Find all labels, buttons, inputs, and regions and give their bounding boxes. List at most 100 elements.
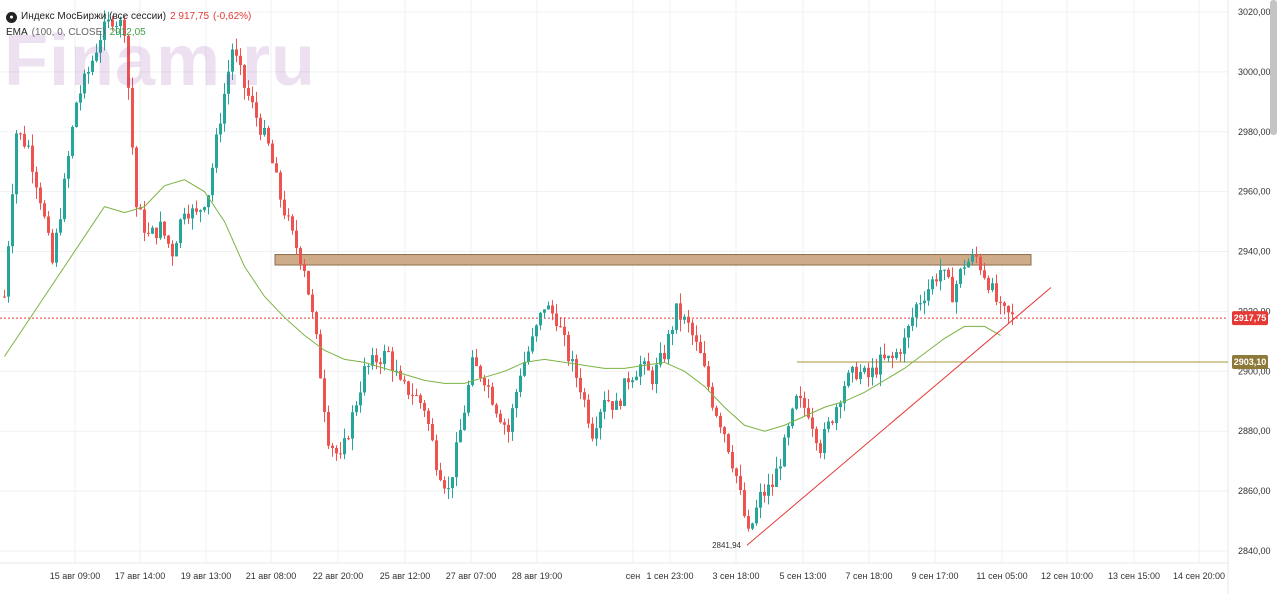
candle-body[interactable] [655, 364, 658, 384]
candle-body[interactable] [519, 375, 522, 392]
candle-body[interactable] [459, 429, 462, 443]
candle-body[interactable] [263, 127, 266, 135]
candle-body[interactable] [567, 335, 570, 362]
candle-body[interactable] [607, 399, 610, 402]
candle-body[interactable] [987, 277, 990, 291]
candle-body[interactable] [179, 219, 182, 244]
candle-body[interactable] [375, 355, 378, 363]
candle-body[interactable] [303, 264, 306, 272]
candle-body[interactable] [531, 336, 534, 352]
candle-body[interactable] [675, 303, 678, 330]
candle-body[interactable] [239, 55, 242, 66]
candle-body[interactable] [107, 19, 110, 22]
candle-body[interactable] [539, 312, 542, 326]
candle-body[interactable] [247, 87, 250, 96]
candle-body[interactable] [451, 477, 454, 489]
candle-body[interactable] [883, 354, 886, 359]
candle-body[interactable] [559, 326, 562, 328]
candle-body[interactable] [975, 254, 978, 257]
candle-body[interactable] [947, 269, 950, 277]
candle-body[interactable] [119, 19, 122, 27]
candle-body[interactable] [431, 423, 434, 441]
candle-body[interactable] [219, 123, 222, 135]
candle-body[interactable] [1011, 312, 1014, 315]
candle-body[interactable] [99, 40, 102, 53]
candle-body[interactable] [807, 407, 810, 418]
candle-body[interactable] [315, 312, 318, 335]
candle-body[interactable] [803, 398, 806, 408]
candle-body[interactable] [823, 429, 826, 454]
candle-body[interactable] [759, 491, 762, 508]
candle-body[interactable] [207, 195, 210, 208]
candle-body[interactable] [463, 412, 466, 430]
candle-body[interactable] [843, 385, 846, 404]
candle-body[interactable] [859, 371, 862, 380]
candle-body[interactable] [211, 167, 214, 196]
candle-body[interactable] [7, 246, 10, 297]
candle-body[interactable] [123, 19, 126, 36]
candle-body[interactable] [351, 412, 354, 439]
candle-body[interactable] [183, 213, 186, 220]
candle-body[interactable] [835, 407, 838, 424]
candle-body[interactable] [415, 395, 418, 397]
candle-body[interactable] [335, 447, 338, 454]
candle-body[interactable] [199, 210, 202, 212]
candle-body[interactable] [863, 367, 866, 372]
candle-body[interactable] [847, 372, 850, 386]
instrument-name[interactable]: Индекс МосБиржи (все сессии) [21, 11, 167, 22]
candle-body[interactable] [743, 490, 746, 517]
candle-body[interactable] [979, 256, 982, 271]
candle-body[interactable] [379, 362, 382, 365]
candle-body[interactable] [195, 208, 198, 212]
candle-body[interactable] [203, 207, 206, 211]
candle-body[interactable] [671, 329, 674, 335]
candle-body[interactable] [647, 361, 650, 371]
candle-body[interactable] [723, 427, 726, 435]
resistance-zone[interactable] [274, 254, 1032, 266]
candle-body[interactable] [127, 35, 130, 88]
candle-body[interactable] [575, 359, 578, 378]
candle-body[interactable] [87, 71, 90, 74]
candle-body[interactable] [3, 296, 6, 298]
candle-body[interactable] [747, 516, 750, 529]
candle-body[interactable] [719, 415, 722, 428]
candle-body[interactable] [527, 351, 530, 363]
candle-body[interactable] [555, 313, 558, 327]
candle-body[interactable] [55, 232, 58, 263]
candle-body[interactable] [391, 351, 394, 371]
candle-body[interactable] [231, 49, 234, 72]
candle-body[interactable] [355, 405, 358, 413]
candle-body[interactable] [39, 187, 42, 204]
candle-body[interactable] [103, 21, 106, 41]
candle-body[interactable] [955, 284, 958, 303]
candle-body[interactable] [919, 303, 922, 305]
candle-body[interactable] [495, 404, 498, 414]
candle-body[interactable] [483, 377, 486, 386]
candle-body[interactable] [595, 428, 598, 439]
candle-body[interactable] [911, 317, 914, 326]
candle-body[interactable] [347, 438, 350, 440]
candle-body[interactable] [967, 261, 970, 268]
candle-body[interactable] [543, 309, 546, 313]
candle-body[interactable] [151, 227, 154, 234]
candle-body[interactable] [383, 350, 386, 365]
candle-body[interactable] [167, 235, 170, 244]
candle-body[interactable] [131, 87, 134, 148]
candle-body[interactable] [287, 215, 290, 217]
candle-body[interactable] [931, 279, 934, 290]
candle-body[interactable] [591, 423, 594, 439]
candle-body[interactable] [995, 283, 998, 302]
candle-body[interactable] [403, 379, 406, 382]
candle-body[interactable] [411, 394, 414, 396]
candle-body[interactable] [111, 19, 114, 27]
candle-body[interactable] [311, 294, 314, 313]
candle-body[interactable] [775, 468, 778, 487]
candle-body[interactable] [727, 434, 730, 453]
candle-body[interactable] [971, 254, 974, 262]
candle-body[interactable] [447, 488, 450, 490]
candle-body[interactable] [887, 355, 890, 359]
candle-body[interactable] [935, 279, 938, 282]
candle-body[interactable] [259, 117, 262, 135]
candle-body[interactable] [359, 392, 362, 406]
candle-body[interactable] [43, 203, 46, 217]
